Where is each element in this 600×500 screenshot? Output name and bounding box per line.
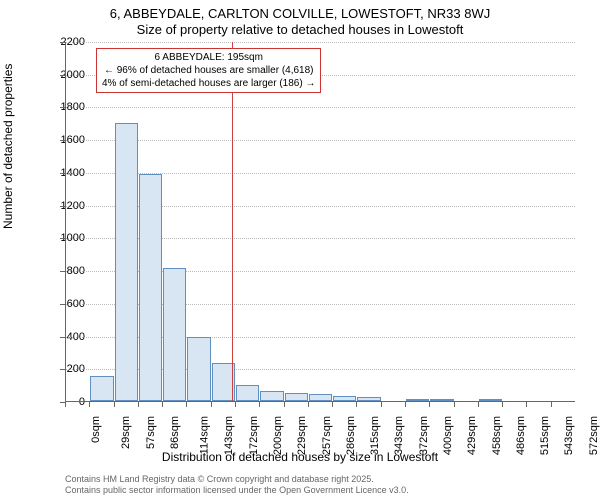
x-tick-mark [114, 402, 115, 407]
x-tick-mark [526, 402, 527, 407]
histogram-bar [333, 396, 356, 401]
chart-title-line1: 6, ABBEYDALE, CARLTON COLVILLE, LOWESTOF… [0, 6, 600, 21]
x-tick-mark [284, 402, 285, 407]
x-tick-label: 114sqm [198, 416, 210, 454]
chart-container: 6, ABBEYDALE, CARLTON COLVILLE, LOWESTOF… [0, 0, 600, 500]
reference-line-mark [232, 42, 233, 401]
gridline [66, 107, 575, 108]
histogram-bar [139, 174, 162, 401]
x-tick-mark [211, 402, 212, 407]
histogram-bar [406, 399, 429, 401]
x-tick-mark [65, 402, 66, 407]
gridline [66, 42, 575, 43]
annotation-box: 6 ABBEYDALE: 195sqm ← 96% of detached ho… [96, 48, 321, 93]
histogram-bar [187, 337, 210, 401]
x-tick-mark [235, 402, 236, 407]
gridline [66, 140, 575, 141]
x-tick-label: 86sqm [169, 416, 181, 449]
x-tick-mark [381, 402, 382, 407]
plot-area: 6 ABBEYDALE: 195sqm ← 96% of detached ho… [65, 42, 575, 402]
footer-line2: Contains public sector information licen… [65, 485, 409, 496]
x-tick-label: 29sqm [120, 416, 132, 449]
histogram-bar [309, 394, 332, 401]
chart-title-line2: Size of property relative to detached ho… [0, 22, 600, 37]
x-tick-mark [332, 402, 333, 407]
histogram-bar [115, 123, 138, 401]
histogram-bar [479, 399, 502, 401]
x-tick-mark [454, 402, 455, 407]
annotation-line1: 6 ABBEYDALE: 195sqm [102, 51, 315, 64]
footer-line1: Contains HM Land Registry data © Crown c… [65, 474, 409, 485]
histogram-bar [260, 391, 283, 401]
x-tick-mark [356, 402, 357, 407]
histogram-bar [90, 376, 113, 401]
x-tick-mark [551, 402, 552, 407]
x-tick-mark [259, 402, 260, 407]
x-tick-mark [89, 402, 90, 407]
x-tick-mark [478, 402, 479, 407]
histogram-bar [285, 393, 308, 401]
footer-attribution: Contains HM Land Registry data © Crown c… [65, 474, 409, 496]
x-tick-mark [308, 402, 309, 407]
x-tick-mark [429, 402, 430, 407]
annotation-line2: ← 96% of detached houses are smaller (4,… [102, 64, 315, 77]
annotation-line3: 4% of semi-detached houses are larger (1… [102, 77, 315, 90]
x-tick-mark [405, 402, 406, 407]
histogram-bar [236, 385, 259, 401]
x-tick-label: 57sqm [145, 416, 157, 449]
y-axis-label: Number of detached properties [1, 64, 15, 229]
x-tick-mark [138, 402, 139, 407]
x-tick-mark [502, 402, 503, 407]
histogram-bar [357, 397, 380, 401]
x-tick-mark [162, 402, 163, 407]
x-axis-label: Distribution of detached houses by size … [0, 450, 600, 464]
histogram-bar [430, 399, 453, 401]
x-tick-label: 0sqm [90, 416, 102, 443]
histogram-bar [163, 268, 186, 401]
x-tick-mark [186, 402, 187, 407]
